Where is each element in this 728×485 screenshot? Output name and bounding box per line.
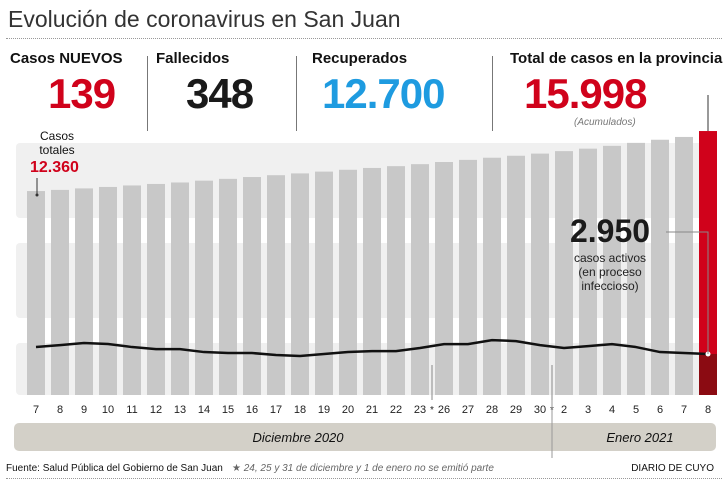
bar	[195, 180, 213, 395]
bar	[483, 157, 501, 395]
stat-new-cases: Casos NUEVOS 139	[10, 50, 123, 117]
annotation-label: Casos	[40, 129, 74, 143]
tick-label: 13	[174, 404, 186, 416]
tick-label: 11	[126, 404, 137, 416]
stat-deaths: Fallecidos 348	[156, 50, 254, 117]
bar	[219, 178, 237, 395]
annotation-label: (en proceso	[578, 265, 642, 279]
tick-label: 2	[561, 404, 567, 416]
divider	[6, 478, 722, 479]
bar	[363, 167, 381, 395]
tick-label: 4	[609, 404, 615, 416]
stat-value: 139	[48, 70, 116, 117]
bar	[27, 191, 45, 395]
bar	[603, 145, 621, 395]
bar	[435, 162, 453, 395]
month-label: Diciembre 2020	[252, 430, 344, 445]
tick-label: 30	[534, 404, 546, 416]
tick-label: 17	[270, 404, 282, 416]
stat-note: (Acumulados)	[574, 117, 636, 128]
divider	[147, 56, 148, 131]
chart: 7 8 9 10 11 12 13 14 15 16 17 18 19 20 21 22 23 26 27 28 29 3…	[14, 95, 717, 458]
tick-label: 9	[81, 404, 87, 416]
tick-label: 14	[198, 404, 210, 416]
stat-label: Casos NUEVOS	[10, 50, 123, 67]
tick-label: 15	[222, 404, 234, 416]
bar-active	[699, 354, 717, 395]
bar	[675, 136, 693, 395]
footnote: 24, 25 y 31 de diciembre y 1 de enero no…	[243, 463, 494, 474]
bar	[507, 155, 525, 395]
stat-recovered: Recuperados 12.700	[312, 50, 445, 117]
month-label: Enero 2021	[606, 430, 673, 445]
tick-label: 5	[633, 404, 639, 416]
bar	[243, 177, 261, 395]
stat-label: Total de casos en la provincia	[510, 50, 723, 67]
bar	[555, 151, 573, 395]
tick-label: 27	[462, 404, 474, 416]
tick-label: 29	[510, 404, 522, 416]
tick-label: 8	[705, 404, 711, 416]
tick-label: 3	[585, 404, 591, 416]
leader-line	[666, 231, 709, 354]
tick-label: 7	[33, 404, 39, 416]
stat-value: 12.700	[322, 70, 445, 117]
bar	[267, 175, 285, 395]
divider	[296, 56, 297, 131]
tick-label: 26	[438, 404, 450, 416]
stat-label: Fallecidos	[156, 50, 230, 67]
bar	[459, 159, 477, 395]
tick-label: 7	[681, 404, 687, 416]
annotation-value: 12.360	[30, 159, 79, 176]
annotation-label: casos activos	[574, 251, 646, 265]
tick-label: 10	[102, 404, 114, 416]
divider	[6, 38, 722, 39]
bar	[291, 173, 309, 395]
stat-value: 15.998	[524, 70, 647, 117]
leader-dot	[35, 193, 39, 197]
stat-total: Total de casos en la provincia 15.998 (A…	[510, 50, 722, 128]
bar	[123, 185, 141, 395]
star-icon: ★	[232, 463, 244, 474]
tick-label: 23	[414, 404, 426, 416]
gap-marker: *	[430, 405, 434, 416]
bar	[147, 183, 165, 395]
tick-label: 21	[366, 404, 378, 416]
tick-label: 12	[150, 404, 162, 416]
divider	[492, 56, 493, 131]
bar	[579, 148, 597, 395]
bar	[339, 169, 357, 395]
bar	[99, 186, 117, 395]
tick-label: 8	[57, 404, 63, 416]
stat-value: 348	[186, 70, 254, 117]
annotation-label: infeccioso)	[581, 279, 638, 293]
month-bar	[14, 423, 716, 451]
tick-label: 20	[342, 404, 354, 416]
bar	[51, 189, 69, 395]
bar	[651, 139, 669, 395]
tick-label: 18	[294, 404, 306, 416]
annotation-value: 2.950	[570, 213, 650, 249]
bar	[171, 182, 189, 395]
bar	[627, 142, 645, 395]
tick-label: 22	[390, 404, 402, 416]
bar	[387, 166, 405, 395]
tick-label: 6	[657, 404, 663, 416]
brand: DIARIO DE CUYO	[631, 463, 714, 474]
bar	[75, 188, 93, 395]
annotation-label: totales	[39, 143, 74, 157]
tick-label: 16	[246, 404, 258, 416]
tick-label: 28	[486, 404, 498, 416]
stat-label: Recuperados	[312, 50, 408, 67]
bar	[411, 164, 429, 395]
tick-label: 19	[318, 404, 330, 416]
bar	[531, 153, 549, 395]
page-title: Evolución de coronavirus en San Juan	[8, 6, 401, 32]
source-text: Fuente: Salud Pública del Gobierno de Sa…	[6, 463, 223, 474]
bar	[315, 171, 333, 395]
